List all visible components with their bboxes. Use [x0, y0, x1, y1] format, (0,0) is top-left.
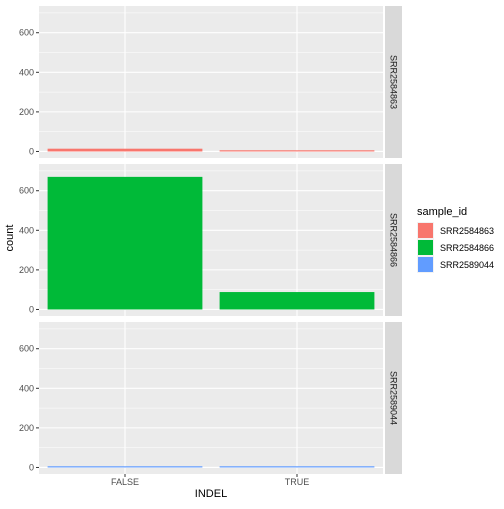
y-tick-label: 200 [19, 107, 34, 117]
y-tick-label: 600 [19, 186, 34, 196]
bar [219, 150, 375, 152]
legend-title: sample_id [417, 206, 467, 218]
facet-panel: 0 200 400 600 SRR2584863 [19, 6, 402, 158]
facet-strip-label: SRR2584863 [389, 55, 399, 109]
facet-strip-label: SRR2589044 [389, 371, 399, 425]
facet-panel: 0 200 400 600 SRR2584866 [19, 164, 402, 316]
y-tick-label: 0 [29, 462, 34, 472]
facet-strip-label: SRR2584866 [389, 213, 399, 267]
legend: sample_id SRR2584863 SRR2584866 SRR2589044 [417, 206, 494, 273]
y-tick-label: 0 [29, 146, 34, 156]
legend-label: SRR2589044 [440, 260, 494, 270]
legend-key [418, 240, 433, 255]
legend-key [418, 257, 433, 272]
panel-background [39, 322, 383, 474]
y-axis-title: count [4, 225, 16, 252]
facet-panel: 0 200 400 600 SRR2589044 [19, 322, 402, 474]
bar [47, 466, 203, 468]
facet-strip [385, 6, 402, 158]
bar [219, 292, 375, 310]
y-tick-label: 200 [19, 423, 34, 433]
y-tick-label: 600 [19, 28, 34, 38]
y-tick-label: 200 [19, 265, 34, 275]
y-tick-label: 0 [29, 304, 34, 314]
x-tick-label: TRUE [285, 477, 310, 487]
x-tick-label: FALSE [111, 477, 139, 487]
x-axis-title: INDEL [195, 488, 227, 500]
legend-key [418, 223, 433, 238]
bar [47, 148, 203, 152]
bar [47, 176, 203, 310]
y-tick-label: 400 [19, 383, 34, 393]
facet-strip [385, 322, 402, 474]
bar [219, 466, 375, 468]
y-tick-label: 600 [19, 344, 34, 354]
y-tick-label: 400 [19, 225, 34, 235]
facet-strip [385, 164, 402, 316]
legend-label: SRR2584866 [440, 243, 494, 253]
panel-background [39, 6, 383, 158]
legend-label: SRR2584863 [440, 226, 494, 236]
y-tick-label: 400 [19, 67, 34, 77]
